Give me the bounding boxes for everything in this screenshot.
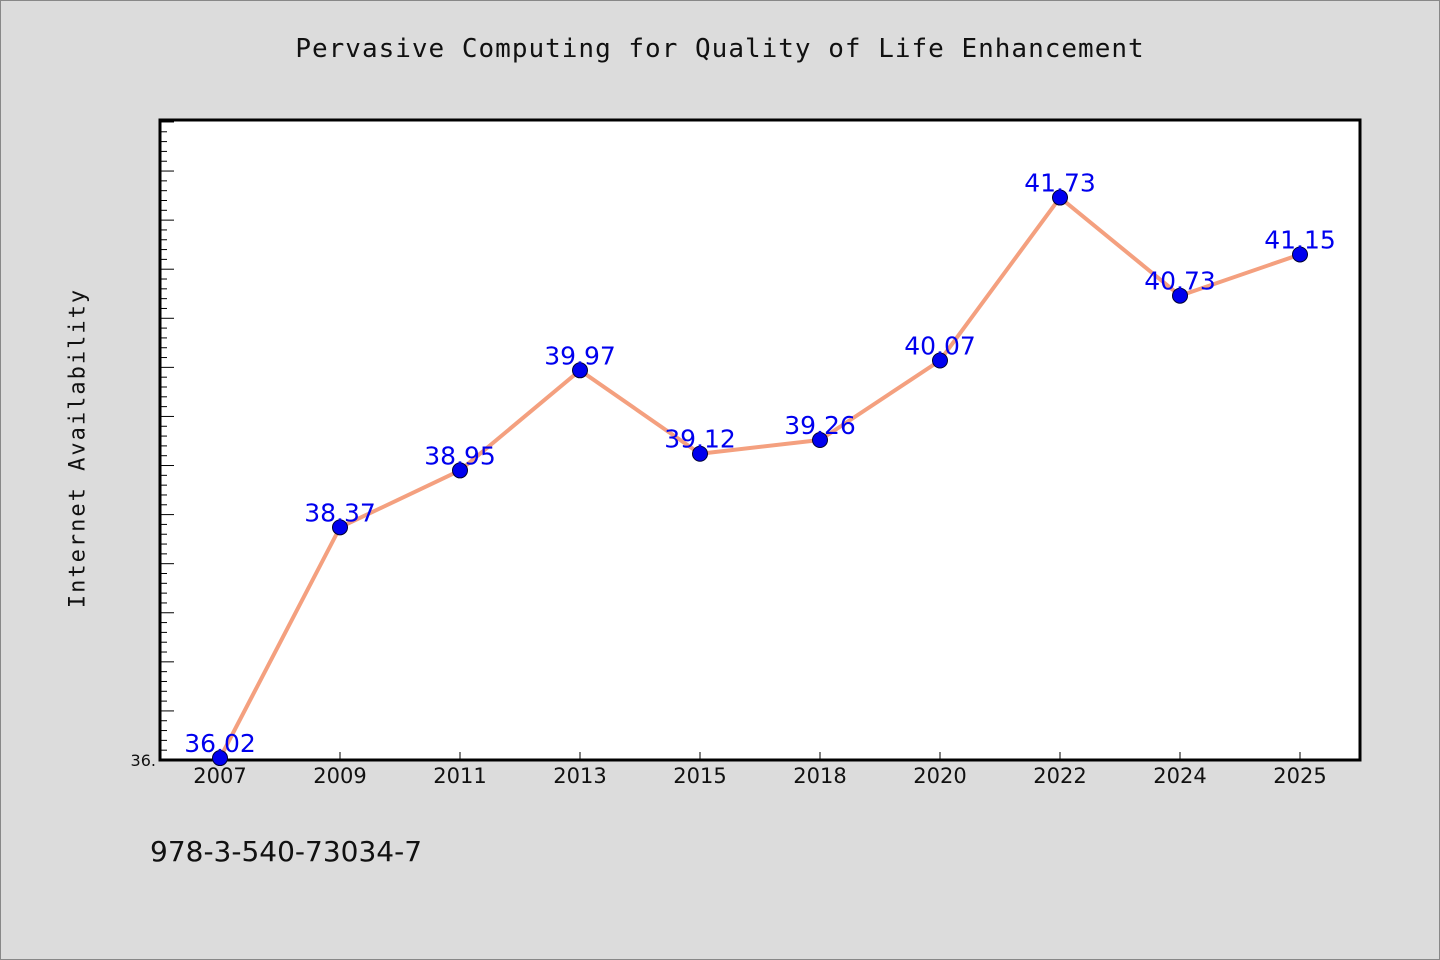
chart-title: Pervasive Computing for Quality of Life … [295,34,1145,64]
data-label: 41.73 [1024,169,1096,198]
data-label: 39.12 [664,425,736,454]
y-tick-label: 36. [131,751,156,770]
data-point [1052,189,1068,206]
data-label: 38.37 [304,498,376,527]
x-tick-label: 2011 [433,764,486,788]
plot-area [158,118,1362,762]
data-point [692,445,708,462]
series-line [218,195,1301,759]
x-tick-label: 2018 [793,764,846,788]
x-tick-label: 2024 [1153,764,1206,788]
data-point [932,352,948,369]
data-label: 40.07 [904,331,976,360]
x-tick-label: 2007 [193,764,246,788]
x-tick-label: 2020 [913,764,966,788]
x-tick-label: 2015 [673,764,726,788]
data-point [572,362,588,379]
data-point [212,750,228,767]
data-point [1172,287,1188,304]
data-point [1292,246,1308,263]
data-point [332,519,348,536]
data-label: 40.73 [1144,267,1216,296]
x-tick-label: 2009 [313,764,366,788]
x-tick-label: 2013 [553,764,606,788]
data-label: 36.02 [184,729,256,758]
data-label: 38.95 [424,441,496,470]
data-label: 41.15 [1264,225,1336,254]
data-point [452,462,468,479]
footer-code: 978-3-540-73034-7 [150,835,423,868]
data-label: 39.97 [544,341,616,370]
x-tick-label: 2025 [1273,764,1326,788]
data-label: 39.26 [784,411,856,440]
x-tick-label: 2022 [1033,764,1086,788]
data-point [812,432,828,448]
